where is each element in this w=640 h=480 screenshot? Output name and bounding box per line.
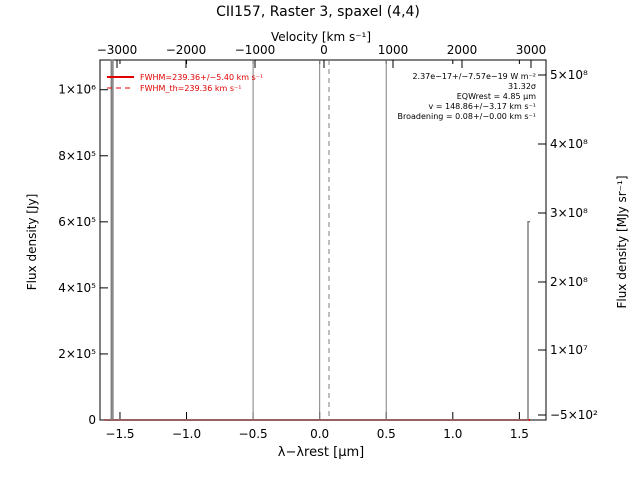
top-axis-tick-label: 2000 [447, 43, 478, 57]
left-axis-tick-label: 8×10⁵ [58, 149, 96, 163]
right-axis-tick-label: 2×10⁸ [550, 275, 588, 289]
top-axis-tick-label: 3000 [516, 43, 547, 57]
fit-annotation: Broadening = 0.08+/−0.00 km s⁻¹ [398, 112, 536, 121]
top-axis-tick-label: 0 [320, 43, 328, 57]
bottom-axis-tick-label: 1.5 [510, 427, 529, 441]
top-axis-tick-label: −1000 [235, 43, 276, 57]
bottom-axis-tick-label: −1.0 [172, 427, 201, 441]
bottom-axis-tick-label: −0.5 [239, 427, 268, 441]
fit-annotation: 2.37e−17+/−7.57e−19 W m⁻² [412, 72, 536, 81]
spectrum-line [104, 59, 530, 421]
bottom-axis-tick-label: 0.5 [377, 427, 396, 441]
fit-annotation: v = 148.86+/−3.17 km s⁻¹ [428, 102, 536, 111]
right-axis-tick-label: 4×10⁸ [550, 137, 588, 151]
legend-label: FWHM=239.36+/−5.40 km s⁻¹ [140, 73, 263, 82]
bottom-axis-label: λ−λrest [μm] [278, 445, 364, 460]
bottom-axis-tick-label: −1.5 [105, 427, 134, 441]
fit-annotation: EQWrest = 4.85 μm [457, 92, 536, 101]
top-axis-label: Velocity [km s⁻¹] [271, 30, 371, 44]
left-axis-tick-label: 2×10⁵ [58, 347, 96, 361]
fit-annotation: 31.32σ [508, 82, 536, 91]
bottom-axis-tick-label: 1.0 [443, 427, 462, 441]
left-axis-tick-label: 1×10⁶ [58, 83, 96, 97]
left-axis-tick-label: 6×10⁵ [58, 215, 96, 229]
legend-label: FWHM_th=239.36 km s⁻¹ [140, 84, 241, 93]
left-axis-tick-label: 0 [88, 413, 96, 427]
top-axis-tick-label: −2000 [166, 43, 207, 57]
left-axis-tick-label: 4×10⁵ [58, 281, 96, 295]
right-axis-tick-label: 1×10⁷ [550, 343, 588, 357]
top-axis-tick-label: 1000 [378, 43, 409, 57]
chart-title: CII157, Raster 3, spaxel (4,4) [216, 4, 420, 20]
bottom-axis-tick-label: 0.0 [310, 427, 329, 441]
right-axis-label: Flux density [MJy sr⁻¹] [615, 175, 629, 308]
right-axis-tick-label: 3×10⁸ [550, 206, 588, 220]
top-axis-tick-label: −3000 [97, 43, 138, 57]
left-axis-label: Flux density [Jy] [25, 194, 39, 291]
right-axis-tick-label: 5×10⁸ [550, 68, 588, 82]
right-axis-tick-label: −5×10² [550, 408, 598, 422]
